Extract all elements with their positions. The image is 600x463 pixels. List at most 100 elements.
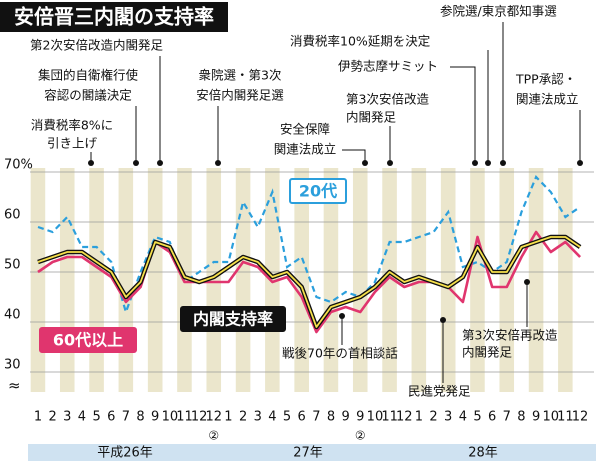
annotation-dot — [157, 160, 163, 166]
column-stripe — [309, 168, 324, 392]
x-tick-label: 9 — [151, 410, 159, 425]
legend-label: 20代 — [299, 182, 337, 201]
column-stripe — [543, 168, 559, 392]
year-band — [28, 444, 596, 461]
annotation-text: 安全保障 — [280, 122, 330, 137]
annotation-leader — [450, 66, 476, 163]
x-tick-label: 2 — [49, 410, 57, 425]
column-stripe — [382, 168, 397, 392]
column-stripe — [162, 168, 178, 392]
x-tick-label: 10 — [162, 410, 179, 425]
x-tick-label: 12 — [572, 410, 589, 425]
x-tick-label: 5 — [473, 410, 481, 425]
column-stripe — [206, 168, 222, 392]
column-stripe — [89, 168, 104, 392]
annotation-text: 衆院選・第3次 — [199, 68, 282, 83]
column-stripe — [411, 168, 427, 392]
column-stripe — [74, 168, 90, 392]
column-stripe — [30, 168, 46, 392]
x-tick-label: 10 — [367, 410, 384, 425]
x-sublabel: ② — [208, 429, 219, 443]
annotation-text: 第3次安倍改造 — [346, 92, 429, 107]
x-tick-label: 10 — [542, 410, 559, 425]
x-tick-label: 2 — [429, 410, 437, 425]
x-tick-label: 4 — [459, 410, 467, 425]
column-stripe — [323, 168, 339, 392]
legend-box — [39, 327, 137, 353]
annotation-dot — [472, 160, 478, 166]
x-tick-label: 8 — [517, 410, 525, 425]
column-stripe — [558, 168, 573, 392]
x-tick-label: 1 — [34, 410, 42, 425]
column-stripe — [455, 168, 471, 392]
annotation-text: 消費税率8%に — [31, 118, 113, 133]
x-tick-label: 9 — [342, 410, 350, 425]
annotation-text: 内閣発足 — [462, 345, 513, 360]
annotation-text: 第2次安倍改造内閣発足 — [30, 38, 163, 53]
annotation-dot — [133, 160, 139, 166]
column-stripe — [235, 168, 251, 392]
x-tick-label: 12 — [206, 410, 223, 425]
axis-break: ≈ — [8, 377, 21, 395]
legend-label: 60代以上 — [53, 331, 123, 350]
line-highlight — [37, 236, 581, 328]
column-stripe — [265, 168, 280, 392]
annotation-dot — [524, 279, 530, 285]
year-label: 28年 — [468, 446, 498, 461]
annotation-leader — [342, 149, 366, 163]
column-stripe — [147, 168, 163, 392]
annotation-text: 集団的自衛権行使 — [38, 68, 139, 83]
x-tick-label: 6 — [298, 410, 306, 425]
x-tick-label: 12 — [396, 410, 413, 425]
column-stripe — [352, 168, 368, 392]
annotation-text: TPP承認・ — [515, 72, 576, 87]
annotation-text: 第3次安倍再改造 — [462, 328, 558, 343]
column-stripe — [572, 168, 588, 392]
x-tick-label: 4 — [268, 410, 276, 425]
title-box — [0, 2, 228, 32]
annotation-dot — [500, 160, 506, 166]
column-stripe — [45, 168, 60, 392]
year-label: 平成26年 — [97, 446, 153, 461]
annotation-dot — [485, 160, 491, 166]
annotation-dot — [387, 160, 393, 166]
x-tick-label: 4 — [78, 410, 86, 425]
x-tick-label: 8 — [136, 410, 144, 425]
annotation-text: 関連法成立 — [274, 142, 337, 157]
x-tick-label: 11 — [176, 410, 193, 425]
column-stripe — [484, 168, 500, 392]
annotation-dot — [577, 160, 583, 166]
year-label: 27年 — [293, 446, 323, 461]
chart-title: 安倍晋三内閣の支持率 — [14, 5, 214, 29]
annotation-dot — [88, 160, 94, 166]
y-tick-label: 50 — [4, 258, 21, 273]
annotation-text: 安倍内閣発足選 — [196, 88, 284, 103]
annotation-dot — [362, 160, 368, 166]
x-tick-label: 12 — [191, 410, 208, 425]
x-sublabel: ② — [355, 429, 366, 443]
annotation-text: 民進党発足 — [408, 384, 471, 399]
x-tick-label: 9 — [532, 410, 540, 425]
x-tick-label: 8 — [327, 410, 335, 425]
legend-box — [180, 306, 286, 332]
legend-label: 内閣支持率 — [193, 310, 273, 329]
x-tick-label: 7 — [312, 410, 320, 425]
y-tick-label: 60 — [4, 208, 21, 223]
annotation-text: 参院選/東京都知事選 — [440, 4, 557, 19]
legend-box — [289, 178, 347, 204]
x-tick-label: 3 — [63, 410, 71, 425]
annotation-text: 内閣発足 — [346, 110, 397, 125]
annotation-text: 戦後70年の首相談話 — [282, 346, 398, 361]
x-tick-label: 5 — [283, 410, 291, 425]
annotation-dot — [440, 317, 446, 323]
annotation-dot — [215, 160, 221, 166]
x-tick-label: 6 — [488, 410, 496, 425]
column-stripe — [528, 168, 544, 392]
column-stripe — [59, 168, 75, 392]
x-tick-label: 6 — [107, 410, 115, 425]
column-stripe — [279, 168, 295, 392]
x-tick-label: 5 — [92, 410, 100, 425]
x-tick-label: 9 — [356, 410, 364, 425]
y-tick-label: 70% — [4, 158, 33, 173]
x-tick-label: 11 — [381, 410, 398, 425]
